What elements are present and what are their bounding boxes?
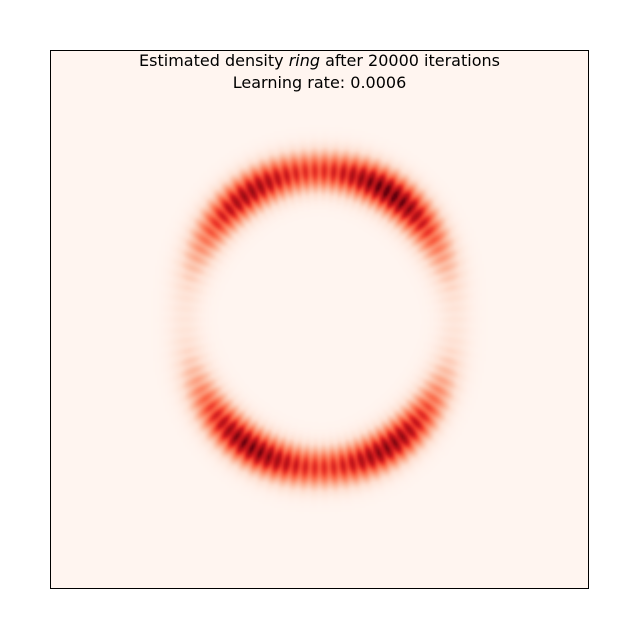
plot-area: [50, 50, 589, 589]
plot-frame: [50, 50, 589, 589]
chart-title-emphasis: ring: [288, 51, 321, 70]
chart-title-block: Estimated density ring after 20000 itera…: [50, 50, 589, 94]
chart-title-suffix: after 20000 iterations: [320, 51, 500, 70]
chart-title: Estimated density ring after 20000 itera…: [50, 50, 589, 72]
chart-title-prefix: Estimated density: [139, 51, 289, 70]
density-heatmap: [50, 50, 589, 589]
chart-subtitle: Learning rate: 0.0006: [232, 73, 407, 92]
